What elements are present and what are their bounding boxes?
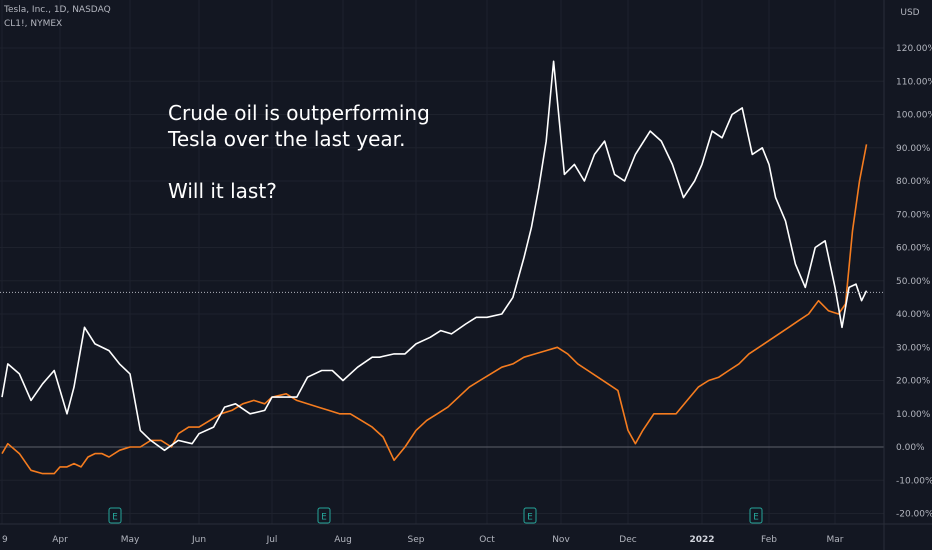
y-tick-label: 90.00% [896,144,931,154]
y-axis[interactable]: USD 120.00% 110.00% 100.00% 90.00% 80.00% 70.0… [883,0,932,550]
legend-compare-symbol[interactable]: CL1!, NYMEX [4,19,63,29]
legend-main-symbol[interactable]: Tesla, Inc., 1D, NASDAQ [4,5,111,15]
y-tick-label: 20.00% [896,377,931,387]
x-tick-label: 9 [2,535,8,545]
y-tick-label: 70.00% [896,210,931,220]
currency-label[interactable]: USD [900,8,919,18]
annotation-line-4: Will it last? [168,179,277,203]
y-tick-label: 0.00% [896,443,925,453]
x-tick-label: Mar [827,535,844,545]
annotation-line-3 [168,152,488,178]
annotation-text: Crude oil is outperforming Tesla over th… [168,100,488,204]
y-tick-label: 30.00% [896,343,931,353]
earnings-marker-box [523,507,537,524]
earnings-marker[interactable]: E [108,507,122,524]
x-tick-label: Oct [479,535,495,545]
series-group [1,60,868,475]
earnings-marker-label: E [527,513,533,523]
x-tick-label: Apr [52,535,68,545]
crude-series-line[interactable] [1,144,868,475]
y-tick-label: 60.00% [896,244,931,254]
x-tick-label: Dec [619,535,636,545]
x-tick-label: Feb [761,535,777,545]
earnings-marker-label: E [112,513,118,523]
y-tick-label: -20.00% [896,510,932,520]
tesla-series-line[interactable] [1,60,868,452]
y-tick-label: 40.00% [896,310,931,320]
annotation-line-1: Crude oil is outperforming [168,101,430,125]
y-tick-label: 10.00% [896,410,931,420]
grid-lines [0,0,884,524]
x-axis[interactable]: 9 Apr May Jun Jul Aug Sep Oct Nov Dec 2022 Feb Mar [0,523,932,545]
x-tick-label: Aug [334,535,352,545]
x-tick-label: 2022 [689,535,714,545]
y-tick-label: 100.00% [896,111,932,121]
y-tick-label: 50.00% [896,277,931,287]
y-tick-label: 110.00% [896,77,932,87]
earnings-marker-box [108,507,122,524]
x-tick-label: Jun [191,535,206,545]
earnings-marker-label: E [753,513,759,523]
x-tick-label: Sep [408,535,425,545]
x-tick-label: May [121,535,140,545]
x-tick-label: Nov [552,535,570,545]
earnings-marker[interactable]: E [523,507,537,524]
earnings-marker[interactable]: E [749,507,763,524]
x-tick-label: Jul [266,535,278,545]
earnings-marker-label: E [321,513,327,523]
y-tick-label: 120.00% [896,44,932,54]
y-tick-label: -10.00% [896,476,932,486]
annotation-line-2: Tesla over the last year. [168,127,406,151]
earnings-marker[interactable]: E [317,507,331,524]
earnings-marker-box [317,507,331,524]
y-tick-label: 80.00% [896,177,931,187]
earnings-marker-box [749,507,763,524]
